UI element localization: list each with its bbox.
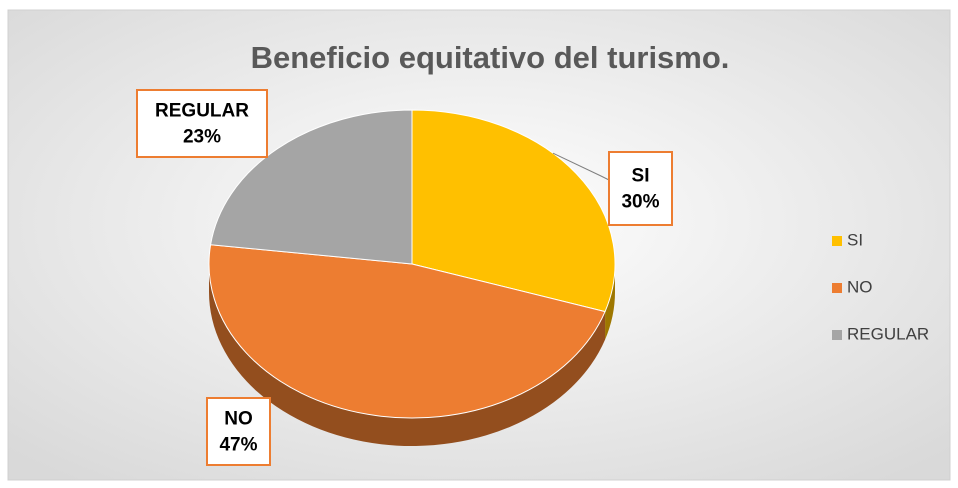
label-value: 23% [183, 127, 221, 148]
legend-label: NO [847, 277, 873, 296]
label-category: NO [224, 409, 253, 430]
label-box [608, 151, 673, 226]
legend-label: REGULAR [847, 324, 929, 343]
label-category: REGULAR [155, 101, 249, 122]
leader-line [552, 152, 610, 181]
legend-swatch [832, 283, 842, 293]
label-category: SI [632, 166, 650, 187]
pie-tops [208, 109, 616, 419]
label-value: 30% [621, 192, 659, 213]
chart-title: Beneficio equitativo del turismo. [251, 40, 730, 75]
legend-swatch [832, 330, 842, 340]
data-labels: SI 30% NO 47% REGULAR 23% [136, 89, 673, 466]
label-box [136, 89, 268, 158]
legend-label: SI [847, 230, 863, 249]
legend: SI NO REGULAR [832, 230, 929, 343]
label-value: 47% [219, 435, 257, 456]
legend-swatch [832, 236, 842, 246]
slice [208, 244, 606, 419]
slice [411, 109, 616, 313]
slice [210, 109, 413, 265]
label-box [206, 397, 271, 466]
slice-side [605, 264, 615, 340]
